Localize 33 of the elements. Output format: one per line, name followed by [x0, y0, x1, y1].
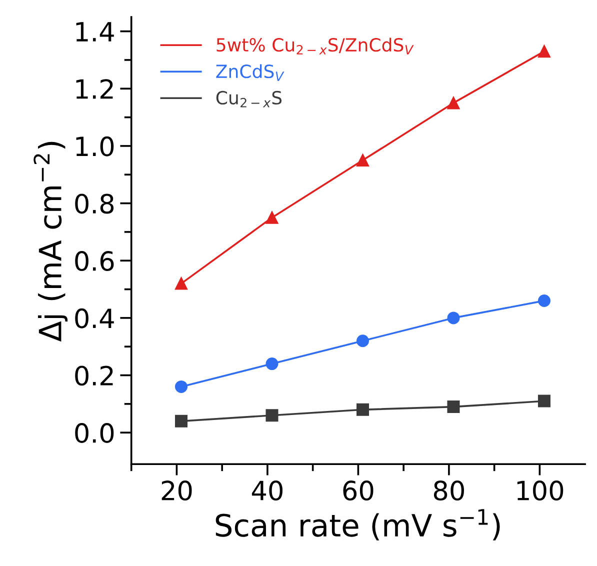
point [356, 403, 369, 416]
y-tick-label: 0.8 [75, 194, 114, 214]
y-tick-label: 0.4 [75, 308, 114, 328]
y-tick-label: 0.0 [75, 423, 114, 443]
point [266, 358, 278, 370]
x-tick-label: 40 [252, 480, 282, 501]
point [356, 334, 369, 348]
legend-label: Cu$_{2−x}$S [216, 90, 282, 108]
y-axis-title: Δj (mA cm$^{−2}$) [34, 142, 68, 342]
y-tick-label: 1.2 [76, 79, 113, 99]
point [447, 96, 460, 110]
point [356, 154, 369, 167]
y-tick-label: 1.0 [76, 136, 114, 156]
legend-label: 5wt% Cu$_{2−x}$S/ZnCdS$_{V}$ [216, 38, 414, 54]
x-tick-label: 80 [434, 480, 464, 501]
point [175, 414, 188, 428]
point [447, 400, 460, 414]
x-tick-label: 20 [162, 480, 192, 501]
point [447, 312, 460, 324]
legend-label: ZnCdS$_{V}$ [216, 64, 284, 81]
x-tick-label: 100 [517, 480, 564, 501]
point [175, 380, 188, 393]
point [538, 294, 550, 307]
x-tick-label: 60 [343, 480, 374, 501]
point [266, 211, 278, 224]
x-axis-title: Scan rate (mV s$^{−1}$) [216, 509, 500, 540]
y-tick-label: 0.6 [75, 251, 114, 272]
point [538, 45, 550, 58]
point [538, 394, 550, 408]
point [266, 409, 278, 422]
point [175, 277, 188, 290]
y-tick-label: 1.4 [76, 22, 114, 42]
y-tick-label: 0.2 [75, 366, 113, 386]
